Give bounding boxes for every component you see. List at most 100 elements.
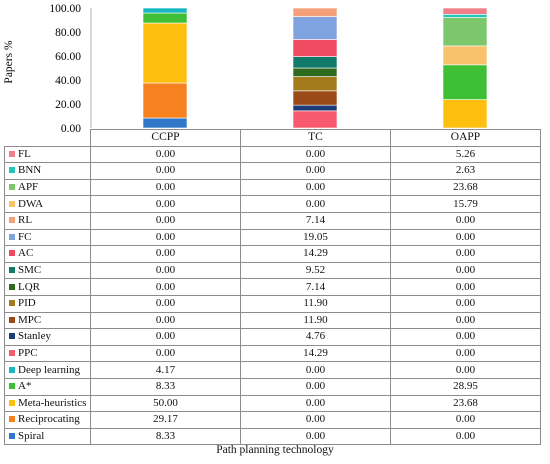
- data-cell: 0.00: [240, 162, 391, 180]
- data-cell: 2.63: [390, 162, 541, 180]
- legend-cell: FL: [4, 145, 91, 164]
- y-axis-label: Papers %: [3, 40, 15, 84]
- data-cell: 28.95: [390, 377, 541, 396]
- table-row: Reciprocating 29.17 0.00 0.00: [4, 411, 541, 429]
- legend-cell: LQR: [4, 278, 91, 296]
- data-cell: 11.90: [240, 294, 391, 313]
- data-cell: 8.33: [90, 427, 241, 446]
- data-cell: 0.00: [390, 427, 541, 446]
- table-row: LQR 0.00 7.14 0.00: [4, 278, 541, 296]
- table-row: Deep learning 4.17 0.00 0.00: [4, 361, 541, 379]
- data-cell: 0.00: [90, 294, 241, 313]
- data-cell: 0.00: [90, 245, 241, 263]
- data-cell: 0.00: [90, 162, 241, 180]
- bar-segment: [142, 22, 188, 84]
- data-table: CCPP TC OAPP FL 0.00 0.00 5.26 BNN 0.00 0.00 2.…: [4, 129, 541, 446]
- data-cell: 0.00: [240, 427, 391, 446]
- legend-swatch: [9, 300, 15, 307]
- table-row: APF 0.00 0.00 23.68: [4, 178, 541, 197]
- data-cell: 0.00: [90, 211, 241, 230]
- data-cell: 11.90: [240, 311, 391, 330]
- data-cell: 19.05: [240, 228, 391, 247]
- legend-label: PPC: [18, 347, 38, 360]
- stacked-bar-chart: Papers % 0.00 20.00 40.00 60.00 80.00 100.00: [3, 3, 488, 132]
- legend-cell: BNN: [4, 162, 91, 180]
- data-cell: 0.00: [240, 361, 391, 379]
- data-cell: 5.26: [390, 145, 541, 164]
- legend-swatch: [9, 150, 15, 157]
- legend-cell: SMC: [4, 261, 91, 280]
- data-cell: 23.68: [390, 178, 541, 197]
- data-cell: 4.76: [240, 328, 391, 346]
- table-row: Stanley 0.00 4.76 0.00: [4, 328, 541, 346]
- table-row: MPC 0.00 11.90 0.00: [4, 311, 541, 330]
- data-cell: 15.79: [390, 195, 541, 213]
- legend-swatch: [9, 233, 15, 240]
- data-cell: 0.00: [390, 328, 541, 346]
- data-cell: 50.00: [90, 394, 241, 413]
- legend-swatch: [9, 167, 15, 174]
- legend-swatch: [9, 200, 15, 207]
- legend-cell: A*: [4, 377, 91, 396]
- legend-label: DWA: [18, 197, 44, 210]
- data-cell: 4.17: [90, 361, 241, 379]
- data-cell: 0.00: [390, 228, 541, 247]
- legend-cell: DWA: [4, 195, 91, 213]
- y-tick-label: 60.00: [55, 51, 81, 63]
- legend-label: Meta-heuristics: [18, 396, 87, 409]
- y-tick-label: 40.00: [55, 75, 81, 87]
- data-cell: 0.00: [390, 344, 541, 363]
- data-cell: 0.00: [240, 377, 391, 396]
- corner-cell: [4, 129, 91, 147]
- bar-segment: [142, 117, 188, 129]
- data-cell: 0.00: [240, 145, 391, 164]
- table-row: Meta-heuristics 50.00 0.00 23.68: [4, 394, 541, 413]
- bar-segment: [292, 16, 338, 40]
- legend-swatch: [9, 399, 15, 406]
- bar-segment: [142, 12, 188, 24]
- data-cell: 0.00: [90, 328, 241, 346]
- bar-segment: [292, 90, 338, 106]
- legend-cell: AC: [4, 245, 91, 263]
- bar-segment: [292, 104, 338, 112]
- legend-label: Spiral: [18, 429, 45, 442]
- bar-segment: [292, 7, 338, 17]
- bar-segment: [292, 76, 338, 92]
- data-cell: 8.33: [90, 377, 241, 396]
- legend-label: A*: [18, 380, 32, 393]
- data-cell: 0.00: [390, 211, 541, 230]
- legend-label: BNN: [18, 164, 42, 177]
- legend-cell: FC: [4, 228, 91, 247]
- legend-cell: PPC: [4, 344, 91, 363]
- legend-swatch: [9, 316, 15, 323]
- data-cell: 0.00: [90, 261, 241, 280]
- legend-swatch: [9, 432, 15, 439]
- data-cell: 0.00: [240, 394, 391, 413]
- legend-cell: Stanley: [4, 328, 91, 346]
- bar-segment: [442, 45, 488, 66]
- table-row: SMC 0.00 9.52 0.00: [4, 261, 541, 280]
- data-cell: 7.14: [240, 278, 391, 296]
- data-cell: 0.00: [90, 228, 241, 247]
- legend-label: FC: [18, 230, 32, 243]
- legend-label: APF: [18, 181, 39, 194]
- legend-swatch: [9, 350, 15, 357]
- legend-label: PID: [18, 297, 36, 310]
- data-cell: 0.00: [390, 411, 541, 429]
- bars: [142, 7, 488, 129]
- legend-swatch: [9, 416, 15, 423]
- data-cell: 29.17: [90, 411, 241, 429]
- x-axis-label: Path planning technology: [216, 444, 334, 456]
- table-row: DWA 0.00 0.00 15.79: [4, 195, 541, 213]
- data-cell: 23.68: [390, 394, 541, 413]
- legend-label: RL: [18, 214, 33, 227]
- data-cell: 0.00: [90, 344, 241, 363]
- bar-segment: [142, 7, 188, 14]
- legend-cell: Reciprocating: [4, 411, 91, 429]
- y-tick-labels: 0.00 20.00 40.00 60.00 80.00 100.00: [49, 3, 81, 132]
- legend-cell: MPC: [4, 311, 91, 330]
- legend-cell: PID: [4, 294, 91, 313]
- legend-swatch: [9, 217, 15, 224]
- table-row: FC 0.00 19.05 0.00: [4, 228, 541, 247]
- table-row: A* 8.33 0.00 28.95: [4, 377, 541, 396]
